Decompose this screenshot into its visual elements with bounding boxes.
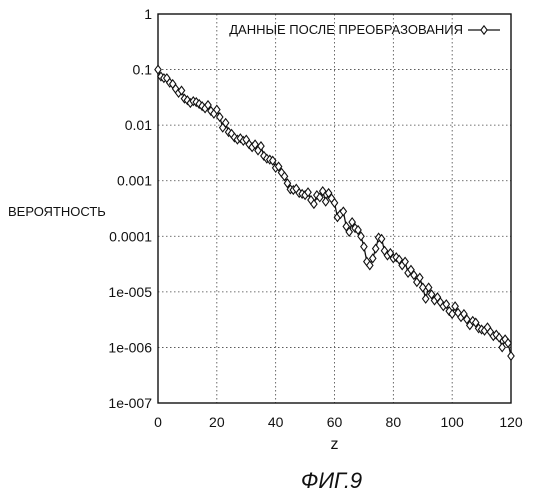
y-tick-labels: 1 0.1 0.01 0.001 0.0001 1e-005 1e-006 1e-007 <box>108 6 152 411</box>
x-tick-label: 120 <box>499 414 523 430</box>
x-tick-label: 100 <box>440 414 464 430</box>
y-tick-label: 1e-007 <box>108 395 152 411</box>
x-tick-labels: 0 20 40 60 80 100 120 <box>154 414 523 430</box>
data-point <box>508 352 514 360</box>
data-point <box>323 197 329 205</box>
series-layer <box>155 65 514 360</box>
x-axis-title: z <box>331 436 339 453</box>
legend-diamond-icon <box>481 26 487 34</box>
x-tick-label: 80 <box>386 414 402 430</box>
data-point <box>217 113 223 121</box>
data-point <box>423 295 429 303</box>
data-point <box>361 242 367 250</box>
x-tick-label: 60 <box>327 414 343 430</box>
y-tick-label: 0.01 <box>125 117 152 133</box>
x-tick-label: 20 <box>209 414 225 430</box>
data-point <box>499 343 505 351</box>
x-tick-label: 40 <box>268 414 284 430</box>
data-point <box>373 244 379 252</box>
chart-grid <box>158 14 511 403</box>
y-tick-label: 0.1 <box>133 62 153 78</box>
plot-frame <box>158 14 511 403</box>
y-tick-label: 1 <box>144 6 152 22</box>
y-tick-label: 1e-005 <box>108 284 152 300</box>
legend: ДАННЫЕ ПОСЛЕ ПРЕОБРАЗОВАНИЯ <box>229 22 500 37</box>
y-tick-label: 1e-006 <box>108 339 152 355</box>
legend-label: ДАННЫЕ ПОСЛЕ ПРЕОБРАЗОВАНИЯ <box>229 22 463 37</box>
y-tick-label: 0.001 <box>117 173 152 189</box>
y-tick-label: 0.0001 <box>109 228 152 244</box>
figure-caption: ФИГ.9 <box>301 468 362 493</box>
y-axis-title: ВЕРОЯТНОСТЬ <box>8 204 106 219</box>
x-tick-label: 0 <box>154 414 162 430</box>
